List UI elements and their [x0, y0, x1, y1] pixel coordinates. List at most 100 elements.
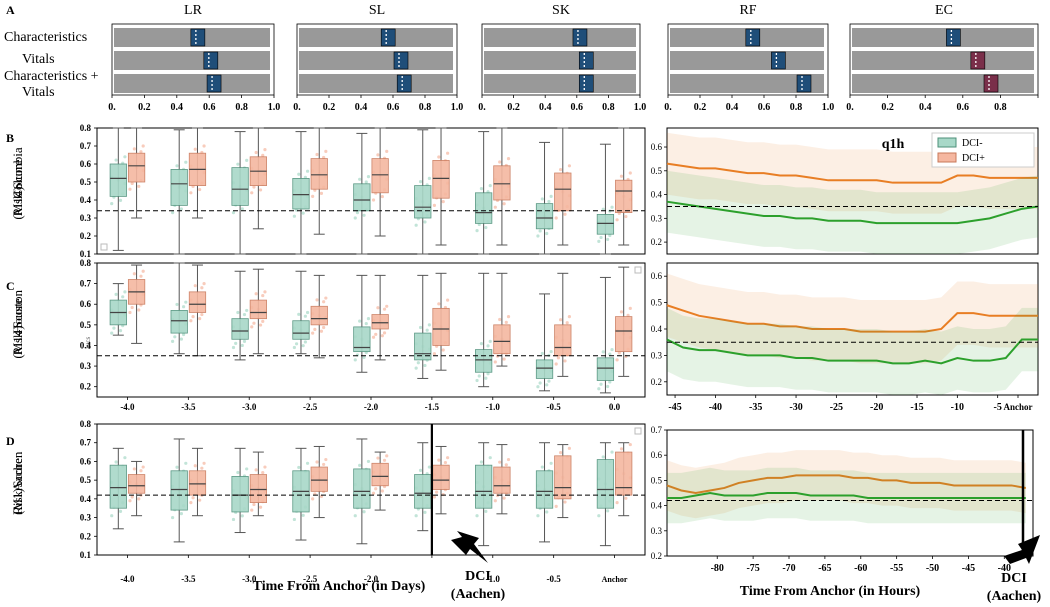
- data-point: [540, 351, 544, 356]
- data-point: [366, 317, 371, 321]
- data-point: [549, 461, 553, 465]
- data-point: [171, 515, 175, 520]
- data-point: [437, 302, 441, 306]
- y-tick-label: 0.3: [651, 350, 663, 360]
- x-tick-label: 0.8: [235, 102, 248, 113]
- box: [475, 464, 493, 509]
- data-point: [132, 272, 136, 276]
- y-tick-label: 0.6: [651, 450, 663, 460]
- data-point: [374, 332, 378, 336]
- y-tick-label: 0.3: [80, 513, 92, 523]
- data-point: [137, 184, 141, 188]
- data-point: [380, 194, 384, 199]
- data-point: [301, 513, 305, 517]
- data-point: [382, 331, 387, 335]
- y-axis-title-line: (M14): [10, 186, 25, 219]
- data-point: [364, 180, 368, 184]
- box: [353, 183, 371, 212]
- bar-background: [484, 51, 636, 70]
- data-point: [123, 290, 127, 294]
- data-point: [475, 378, 479, 383]
- box: [596, 213, 615, 235]
- data-point: [559, 451, 563, 455]
- legend-stub: [634, 266, 642, 274]
- box-panel-frame: [96, 423, 646, 556]
- box: [231, 475, 249, 513]
- x-tick-label: -4.0: [120, 402, 135, 412]
- bar-background: [299, 51, 453, 70]
- data-point: [182, 305, 186, 309]
- data-point: [193, 147, 197, 151]
- data-point: [245, 158, 249, 162]
- x-tick-label: 1.0: [822, 102, 835, 113]
- y-axis-title-line: Risk Score: [10, 458, 25, 515]
- y-tick-label: 0.7: [651, 425, 663, 435]
- bar-highlight: [203, 51, 219, 70]
- category-label: Vitals: [22, 52, 55, 67]
- data-point: [376, 153, 380, 157]
- box: [249, 474, 267, 503]
- legend-label-neg: DCI-: [962, 138, 983, 149]
- box: [414, 474, 432, 509]
- data-point: [488, 339, 492, 343]
- y-tick-label: 0.4: [80, 195, 92, 205]
- data-point: [358, 177, 362, 181]
- y-tick-label: 0.5: [80, 475, 92, 485]
- x-tick-label: -1.0: [486, 402, 501, 412]
- data-point: [364, 322, 368, 326]
- y-tick-label: 0.2: [651, 377, 662, 387]
- data-point: [366, 175, 371, 179]
- panel-label-b: B: [6, 131, 14, 145]
- data-point: [615, 218, 619, 222]
- bar-background: [852, 28, 1034, 47]
- data-point: [313, 327, 317, 331]
- data-point: [184, 300, 188, 304]
- x-tick-label: 0.2: [138, 102, 151, 113]
- data-point: [362, 355, 366, 360]
- data-point: [545, 510, 549, 514]
- data-point: [362, 213, 366, 217]
- model-title-lr: LR: [184, 3, 203, 18]
- box: [371, 158, 389, 194]
- y-tick-label: 0.1: [80, 249, 92, 259]
- dci-arrow: [1004, 535, 1040, 564]
- data-point: [536, 234, 540, 238]
- data-point: [615, 358, 619, 362]
- data-point: [437, 155, 441, 159]
- box: [127, 152, 146, 183]
- data-point: [179, 207, 183, 211]
- data-point: [414, 223, 418, 227]
- box: [231, 318, 249, 340]
- data-point: [608, 352, 612, 356]
- y-tick-label: 0.5: [651, 475, 663, 485]
- x-tick-label: -25: [830, 402, 843, 413]
- data-point: [484, 509, 488, 513]
- x-tick-label: -45: [668, 402, 681, 413]
- data-point: [191, 496, 195, 500]
- data-point: [371, 335, 376, 339]
- data-point: [294, 342, 299, 346]
- legend-swatch-pos: [937, 152, 957, 163]
- bar-highlight: [970, 51, 986, 70]
- data-point: [506, 315, 511, 319]
- data-point: [493, 360, 497, 364]
- data-point: [547, 379, 551, 383]
- y-tick-label: 0.2: [651, 551, 662, 561]
- data-point: [380, 489, 384, 493]
- data-point: [231, 345, 236, 350]
- data-point: [292, 517, 296, 522]
- data-point: [441, 348, 445, 352]
- data-point: [554, 216, 558, 220]
- model-title-sl: SL: [369, 3, 385, 18]
- data-point: [619, 447, 624, 451]
- data-point: [506, 157, 511, 161]
- series-line: [667, 491, 1026, 500]
- dci-annotation-line: (Aachen): [987, 589, 1042, 604]
- y-tick-label: 0.7: [80, 438, 92, 448]
- data-point: [599, 235, 603, 240]
- x-tick-label: 0.6: [203, 102, 216, 113]
- box: [249, 299, 267, 320]
- data-point: [198, 317, 202, 321]
- data-point: [198, 187, 202, 192]
